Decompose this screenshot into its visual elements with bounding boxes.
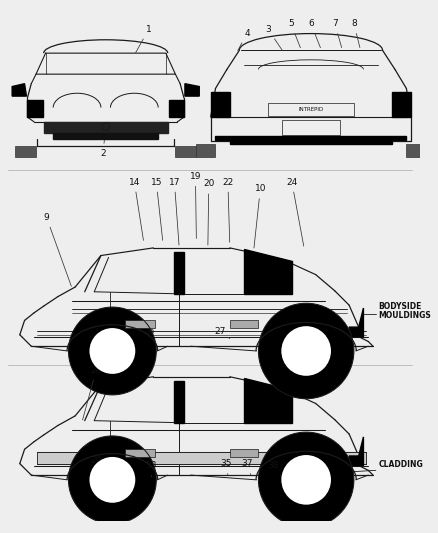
Text: 22: 22	[222, 177, 233, 242]
Text: 6: 6	[307, 19, 320, 47]
Bar	[37, 452, 365, 464]
Text: 14: 14	[128, 177, 143, 240]
Text: 10: 10	[253, 184, 265, 248]
Polygon shape	[244, 249, 291, 294]
Text: 4: 4	[237, 29, 249, 51]
Text: 35: 35	[220, 459, 231, 475]
Polygon shape	[53, 133, 158, 139]
Text: 15: 15	[150, 177, 162, 240]
Polygon shape	[229, 141, 391, 144]
Text: 26: 26	[143, 327, 154, 336]
Bar	[15, 146, 36, 157]
Circle shape	[68, 307, 156, 395]
Polygon shape	[168, 100, 184, 117]
Text: INTREPID: INTREPID	[298, 107, 323, 112]
Circle shape	[68, 436, 156, 524]
Circle shape	[281, 455, 330, 505]
Text: 37: 37	[241, 459, 252, 475]
Text: 9: 9	[43, 213, 71, 286]
Circle shape	[281, 326, 330, 376]
Text: 8: 8	[350, 19, 359, 47]
Text: 19: 19	[189, 172, 201, 238]
Bar	[272, 136, 287, 144]
Polygon shape	[348, 437, 363, 465]
Bar	[282, 120, 339, 135]
Bar	[175, 146, 196, 157]
Text: 27: 27	[214, 327, 229, 338]
Bar	[333, 136, 348, 144]
Text: 24: 24	[286, 177, 303, 246]
Text: BODYSIDE: BODYSIDE	[378, 302, 421, 311]
Circle shape	[89, 457, 135, 503]
Polygon shape	[210, 92, 229, 117]
Polygon shape	[184, 84, 199, 96]
Bar	[124, 320, 155, 328]
Text: 1: 1	[135, 25, 151, 53]
Bar	[406, 144, 424, 157]
Text: 38: 38	[266, 461, 282, 477]
Text: 33: 33	[145, 461, 157, 477]
Text: 20: 20	[203, 180, 214, 245]
Text: 3: 3	[265, 25, 282, 51]
Polygon shape	[12, 84, 26, 96]
Circle shape	[258, 432, 353, 528]
Polygon shape	[174, 252, 184, 294]
Polygon shape	[348, 308, 363, 337]
Text: 7: 7	[331, 19, 341, 47]
Bar	[229, 449, 258, 457]
Text: MOULDINGS: MOULDINGS	[378, 311, 431, 320]
Polygon shape	[174, 381, 184, 423]
Circle shape	[258, 303, 353, 399]
Text: CLADDING: CLADDING	[378, 460, 423, 469]
Bar	[229, 320, 258, 328]
Text: 17: 17	[168, 177, 180, 245]
Text: 5: 5	[287, 19, 300, 47]
Text: 29: 29	[90, 456, 102, 475]
Text: 2: 2	[100, 131, 106, 158]
Polygon shape	[244, 378, 291, 423]
Bar	[124, 449, 155, 457]
Circle shape	[89, 328, 135, 374]
Bar	[267, 103, 353, 116]
Polygon shape	[27, 100, 42, 117]
Bar	[196, 144, 215, 157]
Polygon shape	[43, 122, 167, 133]
Polygon shape	[391, 92, 410, 117]
Text: 28: 28	[82, 366, 102, 420]
Polygon shape	[215, 136, 406, 140]
